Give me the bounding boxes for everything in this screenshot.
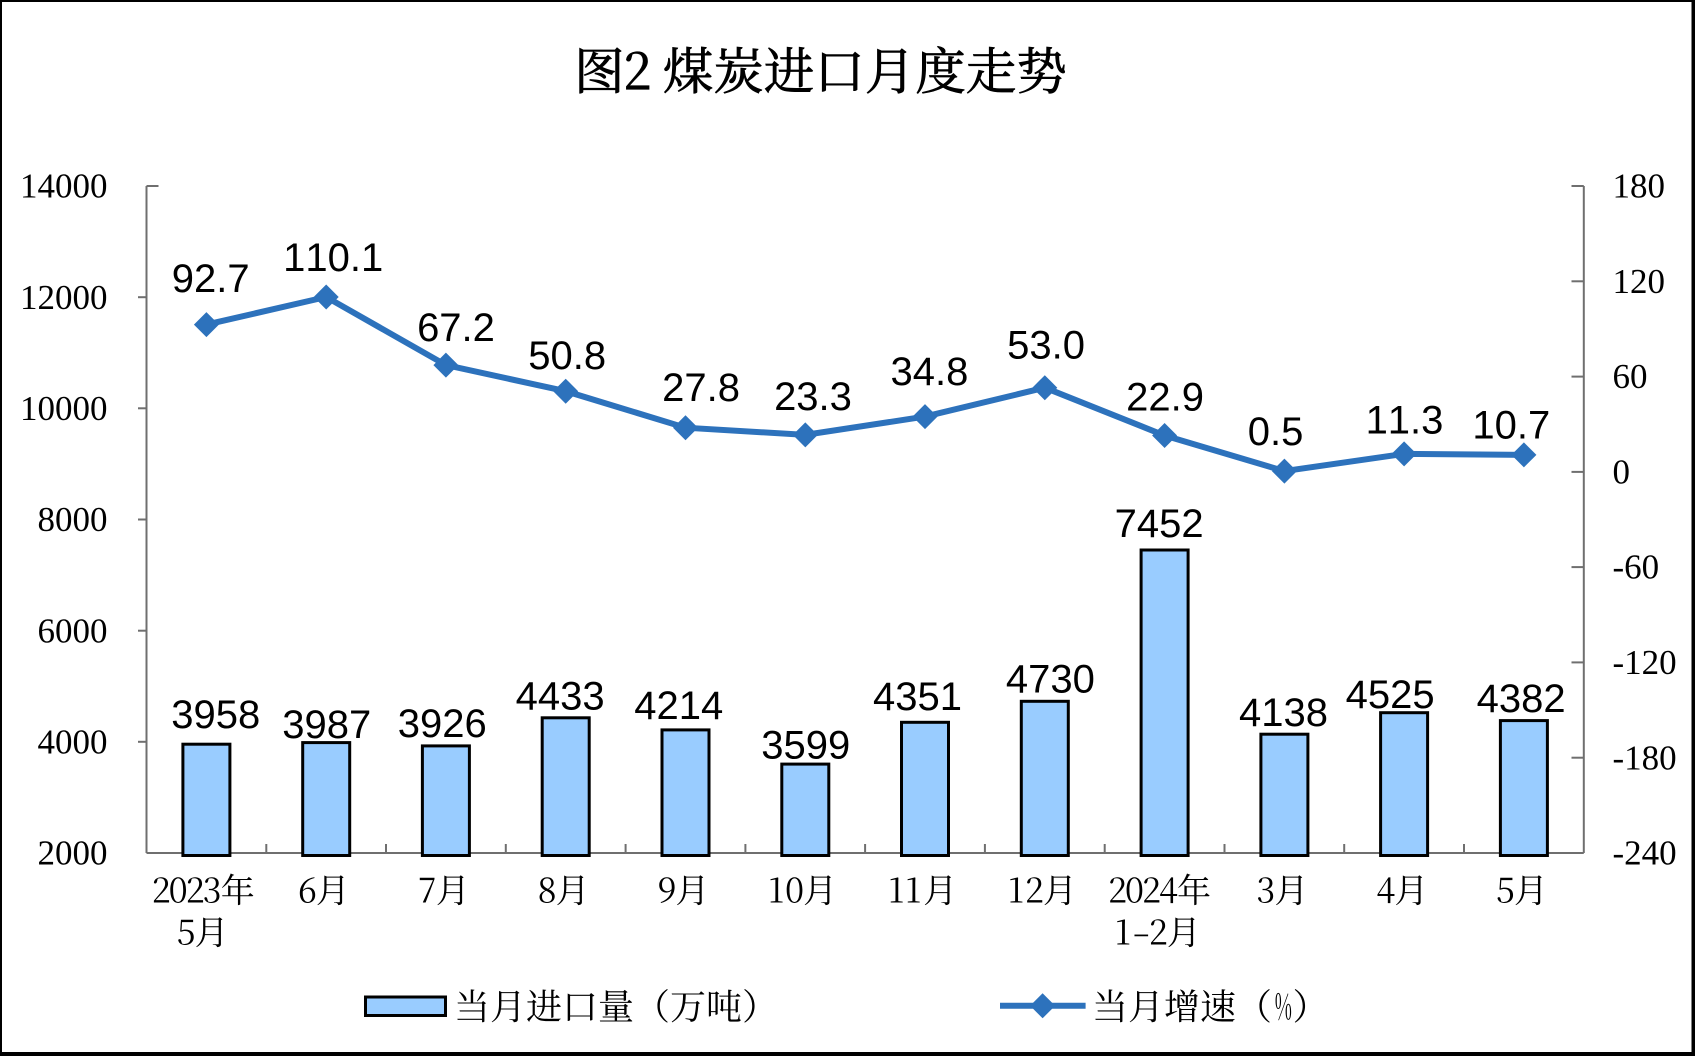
svg-text:8000: 8000 <box>38 500 108 539</box>
svg-text:-60: -60 <box>1613 548 1660 587</box>
svg-text:4138: 4138 <box>1239 691 1328 735</box>
svg-text:4730: 4730 <box>1006 658 1095 702</box>
svg-text:0.5: 0.5 <box>1248 410 1304 454</box>
svg-text:14000: 14000 <box>20 167 108 206</box>
svg-text:4433: 4433 <box>516 674 605 718</box>
svg-text:3958: 3958 <box>171 693 260 737</box>
svg-text:110.1: 110.1 <box>283 236 383 280</box>
svg-text:120: 120 <box>1613 262 1666 301</box>
svg-text:53.0: 53.0 <box>1007 323 1085 367</box>
svg-text:10.7: 10.7 <box>1472 403 1550 447</box>
svg-text:12000: 12000 <box>20 278 108 317</box>
svg-text:6000: 6000 <box>38 611 108 650</box>
svg-text:-240: -240 <box>1613 834 1677 873</box>
svg-text:3599: 3599 <box>761 724 850 768</box>
svg-text:-120: -120 <box>1613 643 1677 682</box>
svg-text:50.8: 50.8 <box>528 334 606 378</box>
svg-text:27.8: 27.8 <box>662 366 740 410</box>
svg-text:4525: 4525 <box>1346 673 1435 717</box>
svg-text:67.2: 67.2 <box>417 306 495 350</box>
svg-text:11.3: 11.3 <box>1366 399 1444 443</box>
svg-text:180: 180 <box>1613 167 1666 206</box>
svg-text:10000: 10000 <box>20 389 108 428</box>
svg-text:3926: 3926 <box>398 702 487 746</box>
svg-text:0: 0 <box>1613 453 1631 492</box>
svg-text:34.8: 34.8 <box>890 350 968 394</box>
svg-text:22.9: 22.9 <box>1126 375 1204 419</box>
svg-text:92.7: 92.7 <box>172 257 250 301</box>
svg-text:4382: 4382 <box>1477 677 1566 721</box>
svg-text:4351: 4351 <box>873 675 962 719</box>
svg-text:3987: 3987 <box>282 703 371 747</box>
svg-text:-180: -180 <box>1613 738 1677 777</box>
svg-text:4000: 4000 <box>38 722 108 761</box>
svg-text:60: 60 <box>1613 357 1648 396</box>
svg-text:2000: 2000 <box>38 834 108 873</box>
svg-text:7452: 7452 <box>1115 502 1204 546</box>
svg-text:4214: 4214 <box>634 684 723 728</box>
svg-text:23.3: 23.3 <box>774 375 852 419</box>
